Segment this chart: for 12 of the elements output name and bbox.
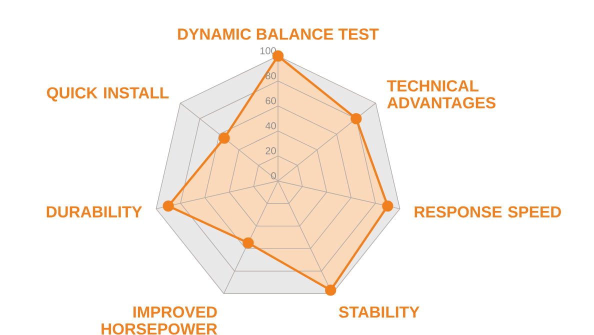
spoke-label: QUICK INSTALL bbox=[47, 87, 169, 102]
spoke-label: DURABILITY bbox=[46, 206, 142, 218]
spoke-label: IMPROVED HORSEPOWER bbox=[102, 306, 218, 335]
spoke-label: TECHNICAL ADVANTAGES bbox=[387, 80, 496, 109]
y-tick-label: 40 bbox=[265, 122, 276, 130]
spoke-label: DYNAMIC BALANCE TEST bbox=[178, 28, 379, 40]
y-tick-label: 20 bbox=[266, 147, 276, 154]
spoke-label: STABILITY bbox=[338, 306, 420, 318]
y-tick-label: 0 bbox=[271, 172, 276, 180]
y-tick-label: 60 bbox=[266, 97, 276, 104]
spoke-label: RESPONSE SPEED bbox=[414, 206, 561, 218]
y-tick-label: 80 bbox=[266, 72, 276, 80]
